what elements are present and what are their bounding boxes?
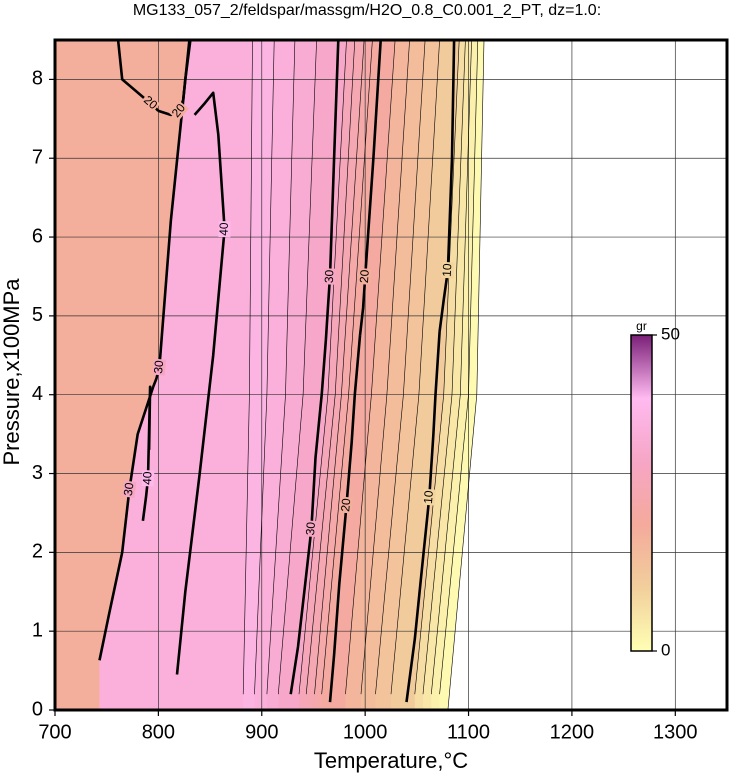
colorbar bbox=[630, 334, 653, 652]
contour-line bbox=[422, 40, 466, 695]
contour-label-bg bbox=[141, 470, 155, 487]
colorbar-label: gr bbox=[636, 319, 647, 333]
contour-label-bg bbox=[169, 100, 189, 121]
contour-label-group: 10 bbox=[440, 261, 455, 279]
contour-line bbox=[242, 40, 253, 695]
x-axis-label: Temperature,°C bbox=[314, 748, 468, 773]
contour-label-group: 20 bbox=[357, 268, 372, 285]
plot-frame bbox=[53, 38, 729, 712]
contour-label: 10 bbox=[421, 490, 436, 505]
x-tick-label: 700 bbox=[38, 721, 71, 743]
contour-label: 40 bbox=[140, 471, 155, 485]
x-tick-label: 900 bbox=[245, 721, 278, 743]
contour-line bbox=[390, 40, 440, 695]
y-tick-label: 0 bbox=[32, 698, 43, 720]
contour-line bbox=[278, 40, 317, 695]
contour-label-group: 10 bbox=[421, 488, 436, 506]
contour-label: 30 bbox=[303, 521, 318, 536]
y-tick-label: 3 bbox=[32, 462, 43, 484]
x-tick-label: 1300 bbox=[653, 721, 698, 743]
y-tick-label: 5 bbox=[32, 304, 43, 326]
contour-label-bg bbox=[304, 520, 319, 538]
contour-label-group: 30 bbox=[151, 358, 167, 376]
contour-lines bbox=[98, 40, 485, 710]
y-tick-label: 7 bbox=[32, 147, 43, 169]
contour-label: 30 bbox=[322, 269, 337, 283]
contour-line bbox=[375, 40, 426, 695]
contour-line bbox=[431, 40, 472, 695]
plot-fills bbox=[55, 40, 727, 710]
contour-line bbox=[266, 40, 296, 695]
contour-label-group: 30 bbox=[322, 268, 337, 285]
y-axis-label: Pressure,x100MPa bbox=[0, 278, 24, 466]
contour-line bbox=[314, 40, 365, 695]
contour-label-group: 30 bbox=[121, 480, 137, 499]
contour-label-bg bbox=[323, 268, 337, 285]
contour-line bbox=[254, 40, 275, 695]
y-tick-label: 1 bbox=[32, 619, 43, 641]
contour-line bbox=[298, 40, 347, 695]
contour-label-group: 40 bbox=[217, 221, 231, 238]
contour-label: 20 bbox=[357, 269, 372, 284]
x-tick-label: 1200 bbox=[550, 721, 595, 743]
x-tick-label: 1000 bbox=[343, 721, 388, 743]
x-tick-label: 1100 bbox=[447, 721, 490, 743]
colorbar-tick-label: 0 bbox=[661, 640, 670, 659]
contour-label-bg bbox=[218, 221, 231, 238]
contour-line bbox=[345, 40, 396, 695]
contour-label-bg bbox=[441, 261, 455, 279]
chart-title: MG133_057_2/feldspar/massgm/H2O_0.8_C0.0… bbox=[133, 2, 601, 19]
contour-label: 30 bbox=[121, 481, 137, 496]
x-tick-label: 800 bbox=[142, 721, 175, 743]
y-tick-label: 8 bbox=[32, 68, 43, 90]
contour-label-group: 20 bbox=[169, 100, 189, 121]
contour-line bbox=[305, 40, 356, 695]
contour-line bbox=[360, 40, 410, 695]
contour-label-bg bbox=[122, 480, 137, 499]
contour-label-group: 30 bbox=[303, 520, 319, 538]
contour-label-bg bbox=[339, 496, 354, 514]
y-tick-label: 6 bbox=[32, 225, 43, 247]
contour-label-group: 20 bbox=[338, 496, 354, 514]
contour-label-bg bbox=[422, 488, 436, 506]
y-tick-label: 4 bbox=[32, 383, 43, 405]
contour-line bbox=[321, 40, 373, 695]
contour-label-group: 20 bbox=[140, 93, 161, 113]
contour-label-bg bbox=[140, 93, 161, 113]
contour-label: 10 bbox=[440, 263, 455, 277]
contour-label: 30 bbox=[151, 359, 166, 374]
contour-line bbox=[447, 40, 485, 710]
contour-label: 20 bbox=[338, 497, 353, 512]
contour-label-bg bbox=[152, 358, 167, 376]
fill-region bbox=[447, 40, 727, 710]
contour-line bbox=[414, 40, 460, 695]
colorbar-tick-label: 50 bbox=[661, 324, 680, 343]
contour-line bbox=[439, 40, 479, 695]
contour-label: 40 bbox=[217, 222, 231, 236]
y-tick-label: 2 bbox=[32, 541, 43, 563]
contour-label-group: 40 bbox=[140, 470, 155, 487]
contour-label-bg bbox=[358, 268, 372, 285]
